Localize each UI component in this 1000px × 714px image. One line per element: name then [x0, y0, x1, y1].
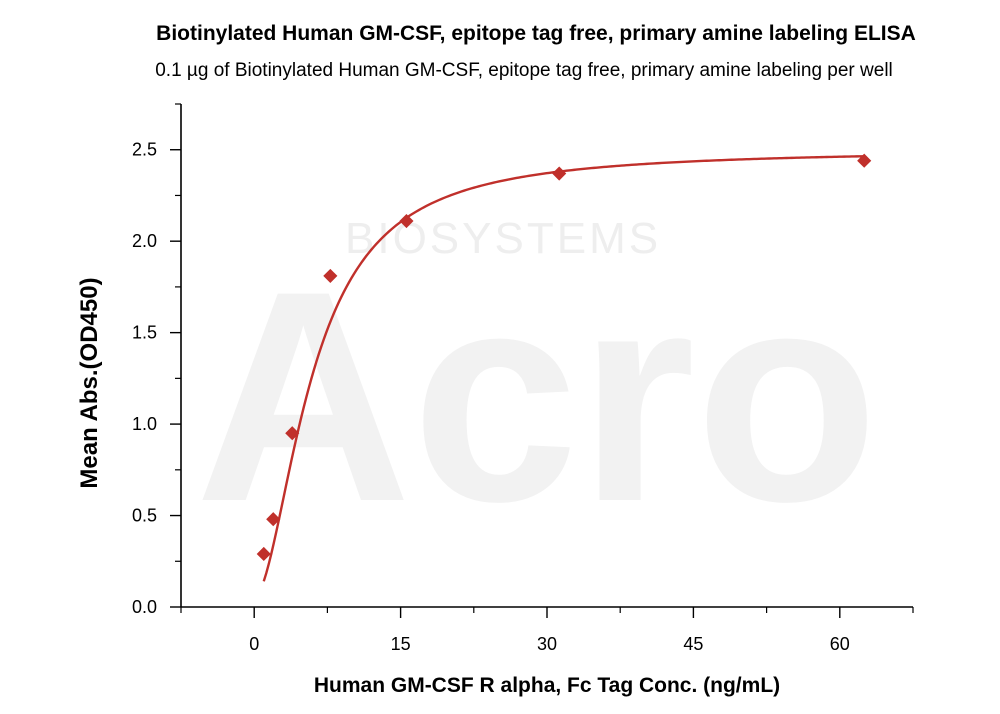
- chart-title: Biotinylated Human GM-CSF, epitope tag f…: [156, 22, 916, 45]
- fit-curve: [262, 155, 865, 582]
- x-tick-label: 45: [683, 634, 703, 654]
- watermark-company: BIOSYSTEMS: [345, 214, 661, 263]
- y-tick-label: 2.0: [132, 231, 157, 251]
- x-tick-label: 0: [249, 634, 259, 654]
- data-point: [256, 546, 271, 562]
- data-point: [399, 213, 414, 229]
- x-tick-label: 30: [537, 634, 557, 654]
- watermark: Acro BIOSYSTEMS: [195, 214, 879, 564]
- y-tick-label: 0.5: [132, 506, 157, 526]
- fit-curve-layer: [262, 155, 865, 582]
- x-axis-label: Human GM-CSF R alpha, Fc Tag Conc. (ng/m…: [314, 674, 780, 697]
- x-tick-label: 60: [830, 634, 850, 654]
- data-points-layer: [256, 153, 872, 562]
- y-tick-label: 1.0: [132, 414, 157, 434]
- y-tick-label: 2.5: [132, 140, 157, 160]
- x-tick-label: 15: [391, 634, 411, 654]
- data-point: [266, 512, 281, 527]
- axes: 0 15 30 45 60 0.0 0.5 1.0 1.5 2.0 2.5: [132, 103, 914, 654]
- data-point: [323, 268, 338, 284]
- chart-subtitle: 0.1 µg of Biotinylated Human GM-CSF, epi…: [155, 60, 893, 81]
- y-tick-label: 0.0: [132, 597, 157, 617]
- data-point: [552, 166, 567, 181]
- data-point: [285, 426, 300, 441]
- y-axis-label: Mean Abs.(OD450): [76, 277, 103, 488]
- y-tick-label: 1.5: [132, 323, 157, 343]
- data-point: [857, 153, 872, 168]
- watermark-logo: Acro: [195, 228, 879, 564]
